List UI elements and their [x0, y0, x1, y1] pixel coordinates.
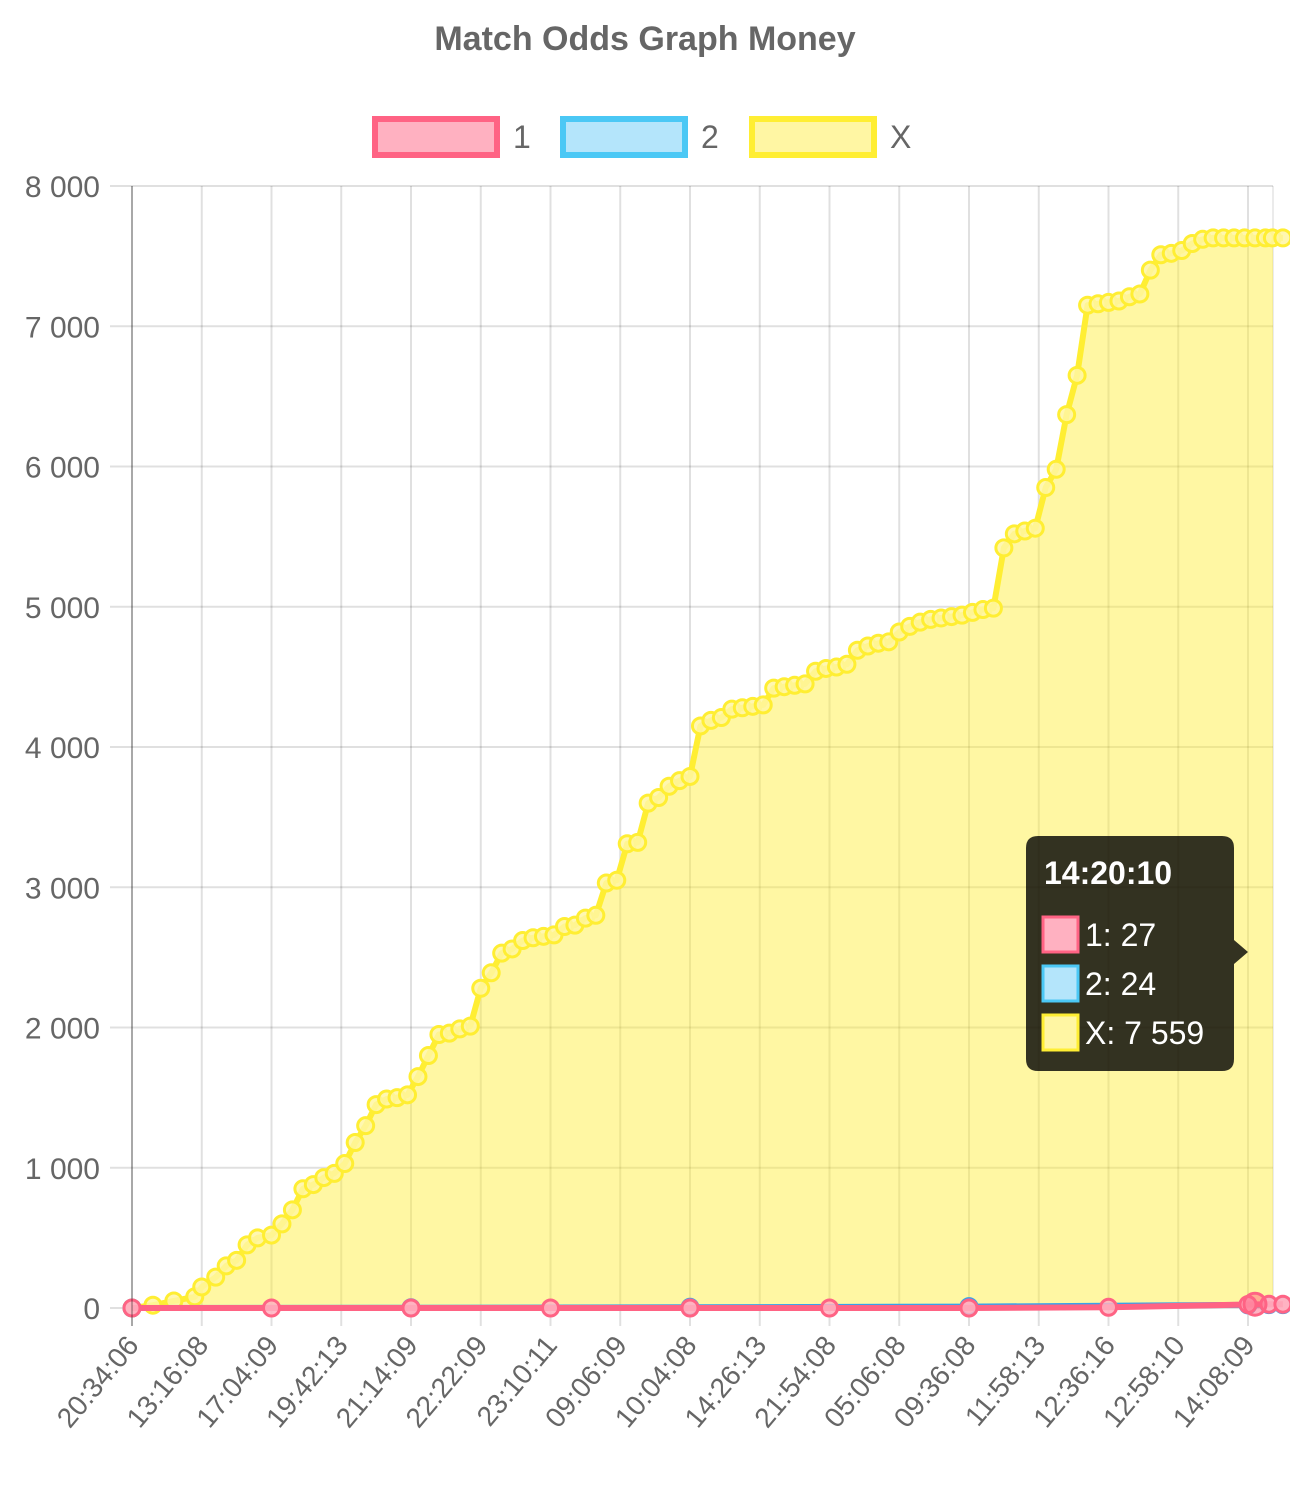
- data-point[interactable]: [1036, 478, 1056, 498]
- tooltip-swatch: [1041, 1013, 1080, 1052]
- tooltip-swatch: [1041, 964, 1080, 1003]
- data-point[interactable]: [206, 1267, 226, 1287]
- tooltip-title: 14:20:10: [1044, 855, 1172, 891]
- tooltip: 14:20:10 1: 27 2: 24 X: 7 559: [1026, 836, 1248, 1071]
- tooltip-line: X: 7 559: [1085, 1015, 1204, 1051]
- data-point[interactable]: [398, 1085, 418, 1105]
- data-point[interactable]: [649, 787, 669, 807]
- data-point[interactable]: [628, 832, 648, 852]
- data-point[interactable]: [837, 654, 857, 674]
- series-layer: [122, 228, 1290, 1318]
- data-point[interactable]: [401, 1298, 421, 1318]
- data-point[interactable]: [607, 870, 627, 890]
- data-point[interactable]: [1067, 365, 1087, 385]
- data-point[interactable]: [586, 905, 606, 925]
- data-point[interactable]: [795, 674, 815, 694]
- data-point[interactable]: [408, 1067, 428, 1087]
- legend-label: 2: [701, 119, 719, 155]
- legend-label: 1: [513, 119, 531, 155]
- data-point[interactable]: [262, 1225, 281, 1245]
- data-point[interactable]: [1025, 518, 1045, 538]
- data-point[interactable]: [418, 1046, 438, 1066]
- data-point[interactable]: [820, 1298, 839, 1318]
- data-point[interactable]: [481, 963, 501, 983]
- y-tick-label: 0: [83, 1293, 100, 1326]
- data-point[interactable]: [994, 538, 1014, 558]
- data-point[interactable]: [680, 1298, 700, 1318]
- y-tick-label: 5 000: [25, 592, 100, 625]
- data-point[interactable]: [1273, 1294, 1290, 1314]
- data-point[interactable]: [356, 1116, 376, 1136]
- data-point[interactable]: [272, 1214, 292, 1234]
- chart-title: Match Odds Graph Money: [434, 20, 855, 58]
- legend: 1 2 X: [372, 116, 911, 158]
- data-point[interactable]: [282, 1200, 302, 1220]
- data-point[interactable]: [983, 598, 1003, 618]
- data-point[interactable]: [680, 766, 700, 786]
- tooltip-swatch: [1041, 915, 1080, 954]
- hover-point[interactable]: [1242, 1291, 1268, 1317]
- tooltip-line: 2: 24: [1085, 966, 1156, 1002]
- data-point[interactable]: [335, 1154, 355, 1174]
- tooltip-line: 1: 27: [1085, 917, 1156, 953]
- data-point[interactable]: [753, 695, 773, 715]
- legend-label: X: [890, 119, 911, 155]
- grid: [110, 185, 1274, 1326]
- tooltip-box: [1026, 836, 1248, 1071]
- y-tick-label: 7 000: [25, 311, 100, 344]
- y-tick-label: 4 000: [25, 732, 100, 765]
- data-point[interactable]: [227, 1250, 247, 1270]
- legend-swatch: [560, 116, 688, 158]
- legend-swatch: [749, 116, 877, 158]
- legend-swatch: [372, 116, 500, 158]
- data-point[interactable]: [1130, 284, 1150, 304]
- data-point[interactable]: [262, 1298, 281, 1318]
- data-point[interactable]: [1057, 405, 1077, 425]
- y-tick-label: 6 000: [25, 452, 100, 485]
- series-X: [122, 228, 1290, 1318]
- y-tick-label: 1 000: [25, 1153, 100, 1186]
- series-X-area: [132, 237, 1283, 1309]
- y-tick-label: 2 000: [25, 1013, 100, 1046]
- data-point[interactable]: [541, 1298, 560, 1318]
- data-point[interactable]: [122, 1298, 142, 1318]
- data-point[interactable]: [345, 1133, 365, 1153]
- y-tick-label: 8 000: [25, 171, 100, 204]
- y-tick-label: 3 000: [25, 872, 100, 905]
- legend-item-2[interactable]: 2: [560, 116, 719, 158]
- legend-item-1[interactable]: 1: [372, 116, 531, 158]
- data-point[interactable]: [460, 1016, 480, 1036]
- data-point[interactable]: [959, 1298, 979, 1318]
- data-point[interactable]: [1273, 228, 1290, 248]
- legend-item-X[interactable]: X: [749, 116, 911, 158]
- data-point[interactable]: [1046, 459, 1066, 479]
- data-point[interactable]: [192, 1277, 212, 1297]
- data-point[interactable]: [1099, 1297, 1118, 1317]
- data-point[interactable]: [1140, 260, 1160, 280]
- data-point[interactable]: [471, 978, 491, 998]
